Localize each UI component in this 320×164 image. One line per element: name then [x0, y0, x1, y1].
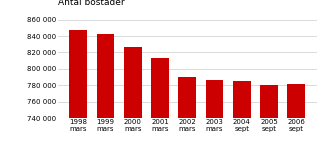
- Bar: [124, 47, 141, 164]
- Bar: [151, 58, 169, 164]
- Bar: [178, 77, 196, 164]
- Bar: [260, 85, 278, 164]
- Text: Antal bostäder: Antal bostäder: [58, 0, 124, 7]
- Bar: [69, 30, 87, 164]
- Bar: [233, 81, 251, 164]
- Bar: [287, 84, 305, 164]
- Bar: [205, 80, 223, 164]
- Bar: [97, 34, 114, 164]
